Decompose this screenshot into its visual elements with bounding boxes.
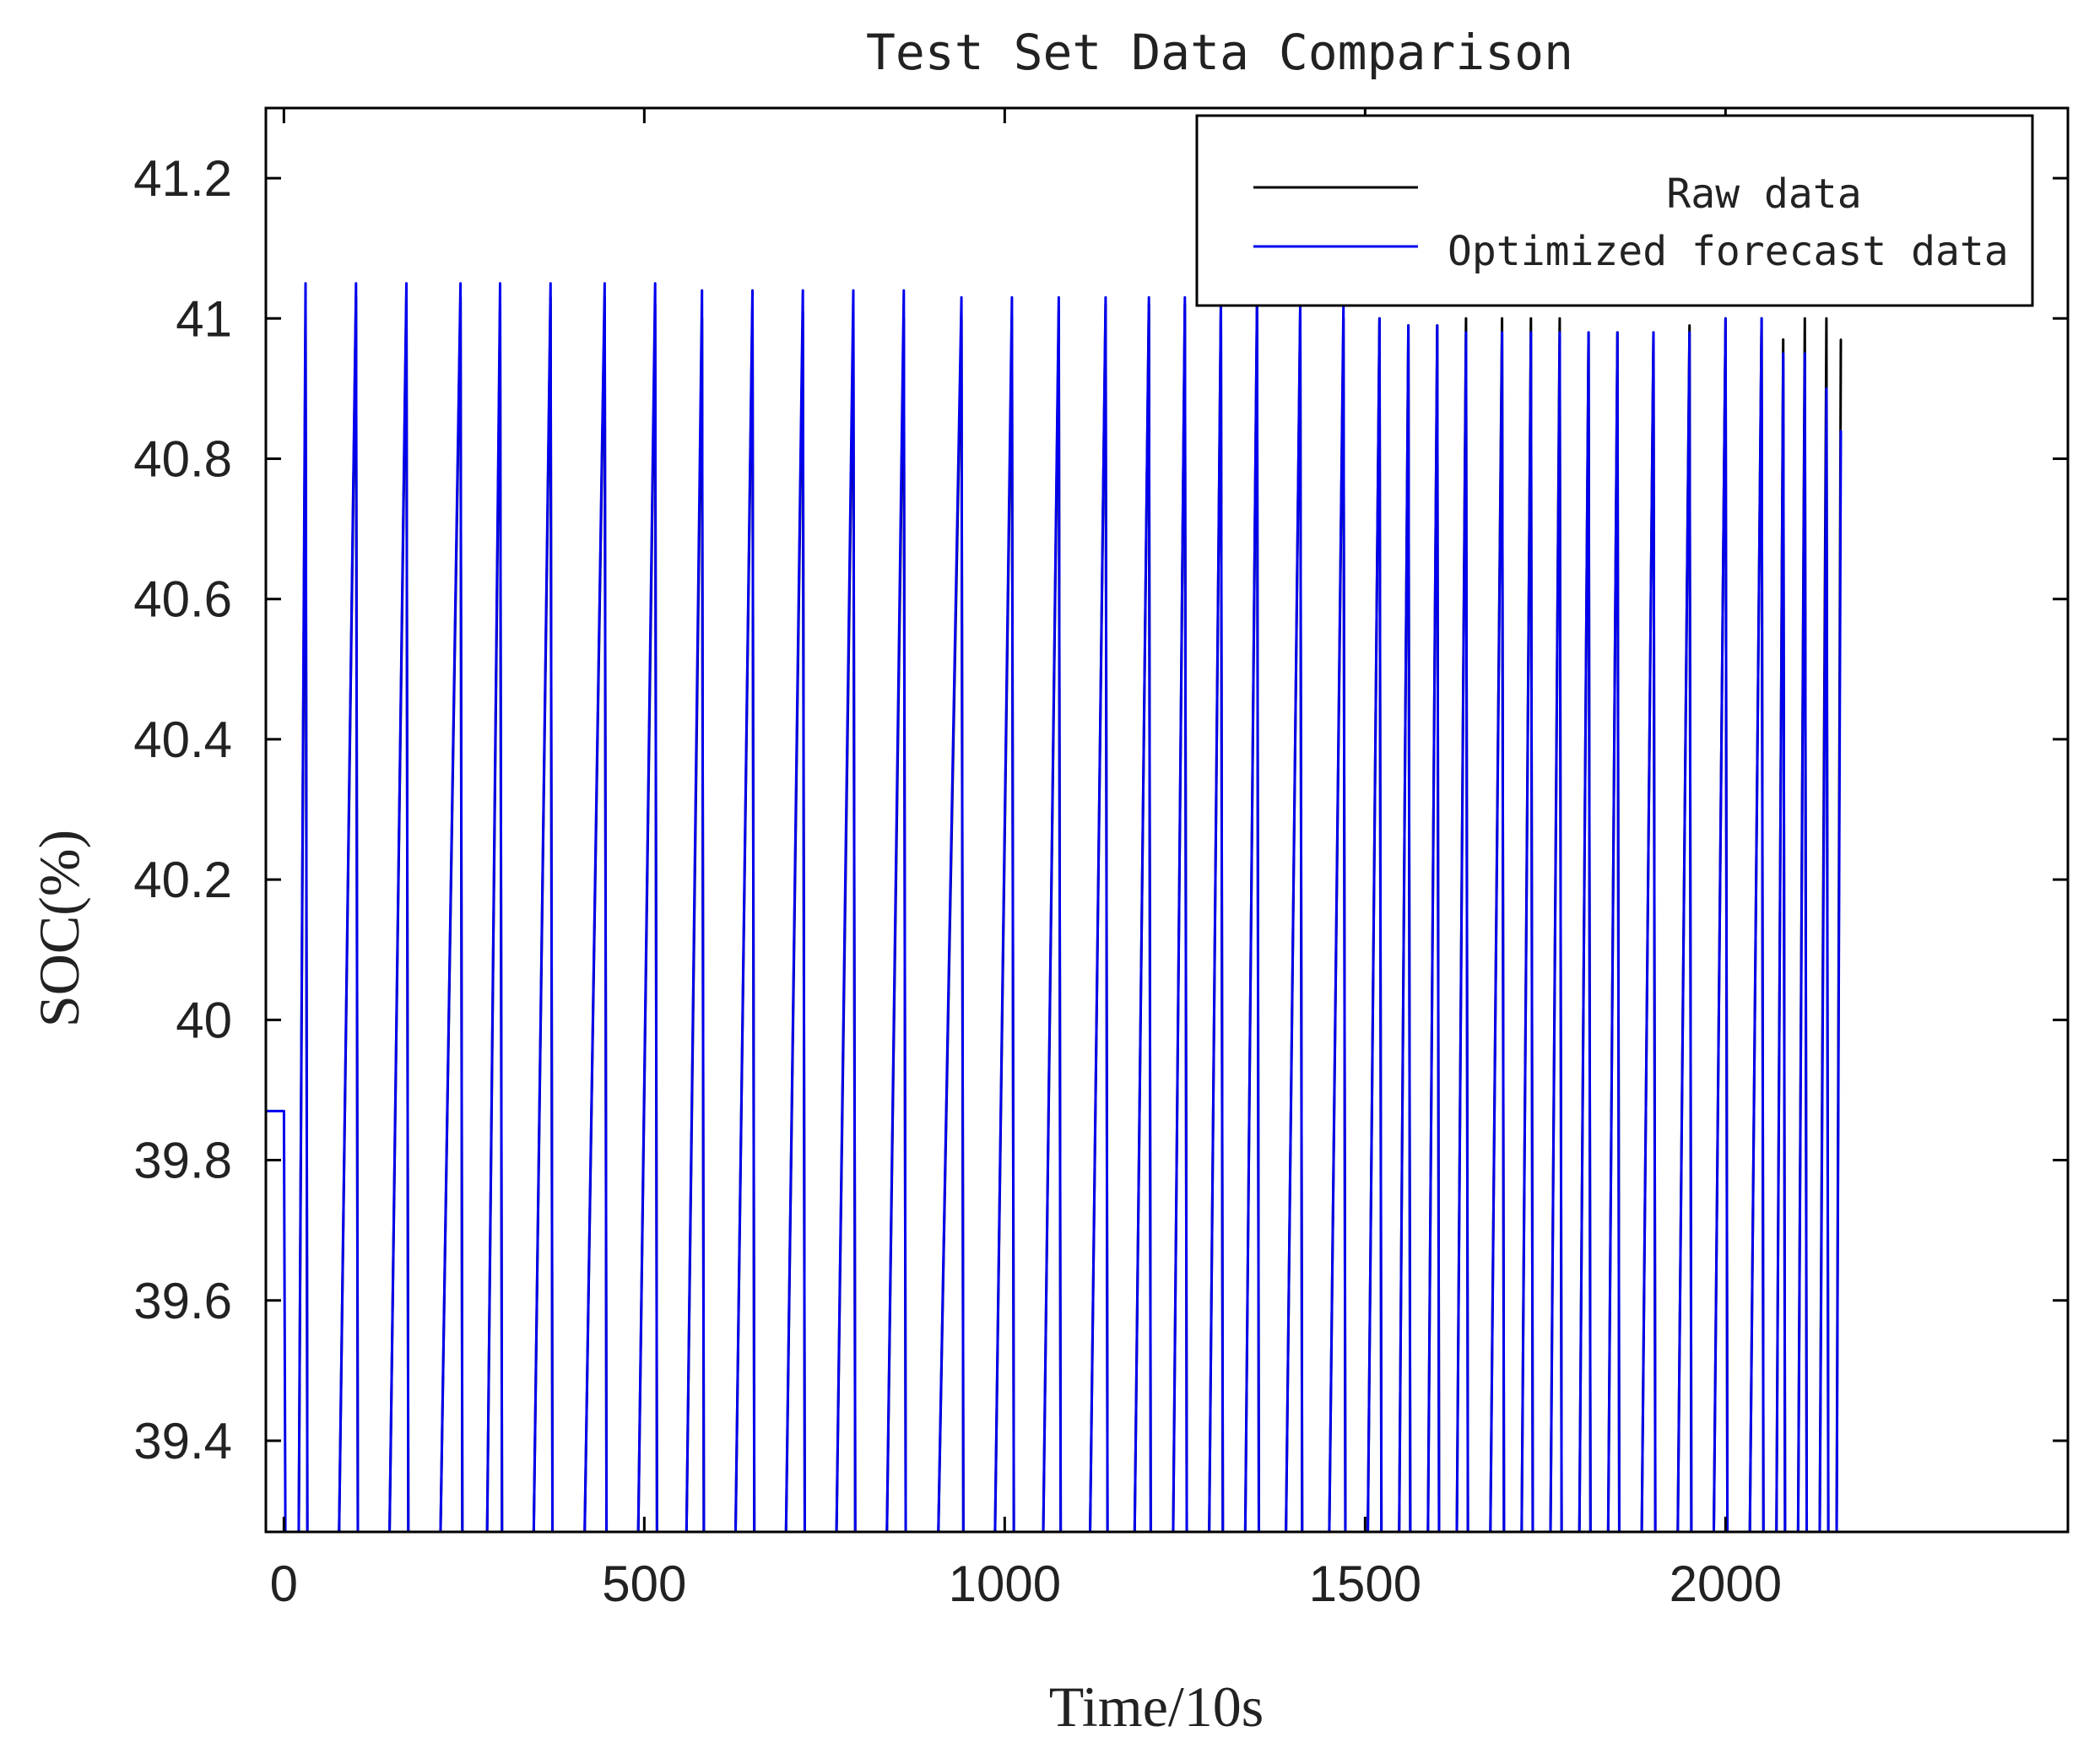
legend: Raw data Optimized forecast data	[1195, 114, 2034, 307]
data-point	[1501, 331, 1503, 334]
data-point	[902, 289, 906, 292]
legend-label-raw-data: Raw data	[1666, 170, 1861, 218]
series-line-optimized-forecast-data	[266, 282, 1843, 1532]
data-point	[283, 1110, 285, 1112]
y-tick-label: 40.2	[133, 852, 232, 908]
data-point	[1407, 324, 1410, 327]
y-tick-label: 41.2	[133, 150, 232, 207]
x-axis: 0 500 1000 1500 2000	[270, 108, 1782, 1612]
data-point	[304, 282, 307, 284]
data-point	[1782, 352, 1784, 355]
plot-frame	[264, 106, 2070, 1534]
data-point	[1825, 317, 1828, 320]
data-point	[1104, 296, 1107, 299]
y-tick-label: 39.6	[133, 1273, 232, 1329]
data-point	[1616, 331, 1619, 334]
data-point	[802, 289, 804, 292]
x-tick-label: 500	[602, 1556, 686, 1612]
data-point	[549, 282, 552, 284]
legend-box	[1195, 114, 2034, 307]
data-point	[603, 282, 606, 284]
y-tick-label: 40.8	[133, 431, 232, 488]
data-point	[405, 282, 408, 284]
data-point	[1183, 296, 1187, 299]
data-point	[1724, 317, 1727, 320]
data-point	[751, 289, 754, 292]
data-point	[1464, 317, 1468, 320]
data-point	[1825, 387, 1828, 390]
data-point	[1804, 317, 1806, 320]
data-point	[1529, 317, 1533, 320]
y-tick-label: 40	[176, 992, 232, 1048]
y-tick-label: 40.4	[133, 712, 232, 768]
data-point	[1839, 430, 1843, 432]
y-axis: 39.4 39.6 39.8 40 40.2 40.4 40.6 40.8 41 41.2	[133, 150, 2068, 1469]
data-point	[1688, 331, 1691, 334]
data-point	[354, 282, 357, 284]
data-point	[1501, 317, 1503, 320]
series-layer	[266, 282, 1843, 1532]
data-point	[1148, 296, 1150, 299]
data-point	[1652, 331, 1655, 334]
y-tick-label: 39.4	[133, 1413, 232, 1469]
data-point	[1436, 324, 1439, 327]
data-point	[1760, 317, 1763, 320]
data-point	[1688, 324, 1691, 327]
data-point	[960, 296, 963, 299]
y-tick-label: 39.8	[133, 1133, 232, 1189]
data-point	[1558, 331, 1561, 334]
x-tick-label: 2000	[1670, 1556, 1782, 1612]
data-point	[1529, 331, 1533, 334]
y-axis-title: SOC(%)	[27, 830, 91, 1027]
chart-title: Test Set Data Comparison	[866, 24, 1573, 81]
x-tick-label: 0	[270, 1556, 298, 1612]
data-point	[1587, 331, 1590, 334]
data-point	[852, 289, 855, 292]
data-point	[1378, 317, 1381, 320]
y-tick-label: 41	[176, 290, 232, 347]
data-point	[459, 282, 462, 284]
data-point	[1804, 352, 1806, 355]
data-point	[1464, 331, 1468, 334]
data-point	[701, 289, 703, 292]
data-point	[1782, 338, 1784, 341]
y-tick-label: 40.6	[133, 571, 232, 628]
x-axis-title: Time/10s	[1049, 1675, 1264, 1739]
x-tick-label: 1000	[949, 1556, 1061, 1612]
data-point	[499, 282, 501, 284]
data-point	[1558, 317, 1561, 320]
legend-label-optimized-forecast-data: Optimized forecast data	[1448, 228, 2009, 275]
data-point	[654, 282, 657, 284]
data-point	[1010, 296, 1014, 299]
data-point	[1839, 338, 1843, 341]
data-point	[1058, 296, 1060, 299]
x-tick-label: 1500	[1309, 1556, 1421, 1612]
